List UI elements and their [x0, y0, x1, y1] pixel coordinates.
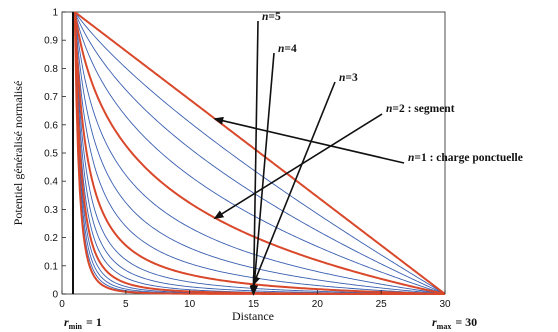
r-max-value: = 30 — [455, 315, 477, 329]
x-tick-label: 10 — [184, 299, 196, 310]
annotation-n4: n=4 — [278, 43, 297, 55]
annotation-n5: n=5 — [262, 11, 281, 23]
annotation-text: =1 : charge ponctuelle — [414, 152, 522, 164]
annotation-n3: n=3 — [339, 72, 358, 84]
y-tick-label: 0.5 — [44, 149, 58, 160]
y-tick-label: 0.9 — [44, 36, 58, 47]
series-line-n-1-25 — [74, 11, 446, 295]
y-tick-label: 0 — [52, 290, 58, 301]
y-tick-label: 0.2 — [44, 233, 58, 244]
arrow-n4 — [250, 52, 275, 296]
annotation-var: n — [278, 43, 284, 55]
x-axis-label: Distance — [232, 309, 274, 323]
annotation-text: =4 — [284, 43, 297, 55]
x-tick-label: 5 — [123, 299, 129, 310]
annotation-var: n — [339, 72, 345, 84]
x-tick-label: 15 — [248, 299, 260, 310]
y-tick-label: 1 — [52, 8, 58, 19]
y-tick-label: 0.4 — [44, 177, 58, 188]
annotation-var: n — [262, 11, 268, 23]
annotation-var: n — [408, 152, 414, 164]
series-line-n-2 — [73, 11, 446, 295]
x-tick-label: 0 — [59, 299, 65, 310]
series-line-n-5 — [73, 11, 445, 295]
annotation-text: =3 — [345, 72, 358, 84]
y-ticks: 0 0.1 0.2 0.3 0.4 0.5 0.6 0.7 0.8 0.9 1 — [44, 8, 66, 301]
annotation-var: n — [386, 103, 392, 115]
y-tick-label: 0.6 — [44, 120, 58, 131]
annotation-n2: n=2 : segment — [386, 103, 455, 115]
series-line-n-1-5 — [74, 11, 446, 295]
arrow-n5 — [249, 20, 259, 296]
r-max-symbol: r — [432, 315, 437, 329]
arrow-n2 — [213, 113, 383, 220]
r-max-label: rmax = 30 — [432, 315, 477, 331]
x-tick-label: 30 — [439, 299, 451, 310]
series-line-n-2-25 — [74, 11, 446, 295]
r-min-subscript: min — [69, 322, 83, 331]
r-min-value: = 1 — [86, 315, 102, 329]
r-min-symbol: r — [64, 315, 69, 329]
y-tick-label: 0.8 — [44, 64, 58, 75]
x-ticks: 0 5 10 15 20 25 30 — [59, 290, 451, 310]
annotation-text: =2 : segment — [392, 103, 454, 115]
y-tick-label: 0.7 — [44, 92, 58, 103]
y-axis-label: Potentiel généralisé normalisé — [11, 81, 25, 226]
arrow-n1 — [213, 116, 405, 164]
curves-group — [73, 11, 446, 295]
series-line-n-1 — [74, 11, 446, 295]
x-tick-label: 20 — [312, 299, 324, 310]
annotation-n1: n=1 : charge ponctuelle — [408, 152, 523, 164]
annotation-text: =5 — [268, 11, 281, 23]
arrow-n3 — [252, 81, 336, 287]
r-max-subscript: max — [437, 322, 452, 331]
r-min-label: rmin = 1 — [64, 315, 102, 331]
y-tick-label: 0.1 — [44, 261, 58, 272]
x-tick-label: 25 — [376, 299, 388, 310]
y-tick-label: 0.3 — [44, 205, 58, 216]
